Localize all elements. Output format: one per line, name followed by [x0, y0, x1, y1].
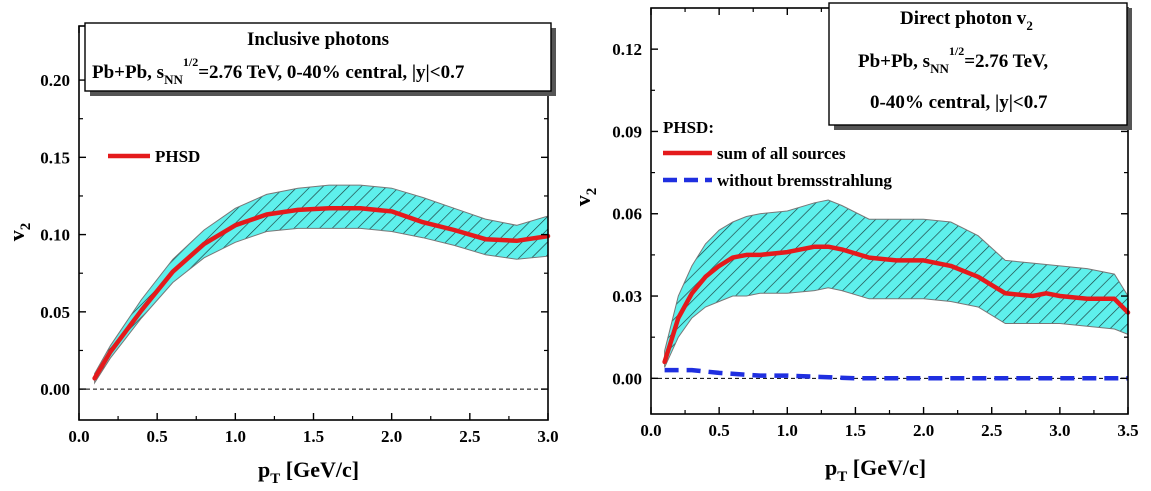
annotation-centrality: 0-40% central, |y|<0.7	[870, 92, 1048, 113]
x-tick-label: 1.0	[777, 421, 798, 440]
annotation-title: Direct photon v2	[900, 8, 1033, 33]
x-tick-label: 2.0	[913, 421, 934, 440]
x-tick-label: 0.5	[147, 427, 168, 446]
annotation-system: Pb+Pb, sNN1/2=2.76 TeV, 0-40% central, |…	[92, 55, 465, 87]
chart-panel-inclusive-photons: 0.0 0.5 1.0 1.5 2.0 2.5 3.0 0.00 0.05 0.10 0.15 0.2…	[4, 22, 559, 487]
x-tick-label: 2.5	[459, 427, 480, 446]
x-tick-label: 1.0	[225, 427, 246, 446]
y-tick-label: 0.12	[612, 40, 642, 59]
series-line-1	[664, 367, 1128, 381]
annotation-box-frame	[84, 22, 552, 92]
series-layer	[92, 206, 551, 381]
uncertainty-band	[664, 199, 1129, 368]
x-tick-label: 3.0	[537, 427, 558, 446]
x-tick-label: 0.0	[640, 421, 661, 440]
y-tick-label: 0.06	[612, 205, 642, 224]
x-tick-label: 2.0	[381, 427, 402, 446]
chart-panel-direct-photon-v2: 0.0 0.5 1.0 1.5 2.0 2.5 3.0 3.5 0.00 0.03 0.06 0.09…	[570, 2, 1139, 485]
y-tick-label: 0.20	[40, 71, 70, 90]
y-tick-label: 0.00	[612, 369, 642, 388]
y-tick-label: 0.05	[40, 303, 70, 322]
annotation-title: Inclusive photons	[247, 29, 389, 50]
x-tick-label: 0.0	[68, 427, 89, 446]
annotation-box-frame	[828, 2, 1128, 126]
y-axis-label: v2	[4, 223, 34, 242]
y-tick-label: 0.09	[612, 122, 642, 141]
y-tick-label: 0.15	[40, 148, 70, 167]
y-tick-label: 0.03	[612, 287, 642, 306]
x-axis-label: pT [GeV/c]	[258, 457, 359, 487]
x-tick-label: 0.5	[709, 421, 730, 440]
y-axis-label: v2	[570, 188, 600, 207]
uncertainty-band-layer	[664, 199, 1129, 368]
legend-title: PHSD:	[663, 118, 714, 137]
legend-label-phsd: PHSD	[155, 147, 200, 166]
x-tick-label: 2.5	[981, 421, 1002, 440]
legend-label-sum: sum of all sources	[717, 144, 846, 163]
y-tick-label: 0.10	[40, 226, 70, 245]
x-tick-label: 1.5	[845, 421, 866, 440]
legend: PHSD: sum of all sources without bremsst…	[663, 118, 892, 190]
legend: PHSD	[108, 147, 200, 166]
x-tick-label: 3.5	[1117, 421, 1138, 440]
legend-label-no-brems: without bremsstrahlung	[717, 171, 892, 190]
annotation-box: Direct photon v2 Pb+Pb, sNN1/2=2.76 TeV,…	[828, 2, 1132, 130]
annotation-box: Inclusive photons Pb+Pb, sNN1/2=2.76 TeV…	[84, 22, 556, 96]
series-layer	[662, 244, 1131, 381]
series-line-0	[662, 244, 1131, 365]
x-tick-label: 1.5	[303, 427, 324, 446]
x-axis-label: pT [GeV/c]	[825, 455, 926, 485]
y-tick-label: 0.00	[40, 380, 70, 399]
annotation-system: Pb+Pb, sNN1/2=2.76 TeV,	[858, 44, 1048, 76]
x-tick-label: 3.0	[1049, 421, 1070, 440]
series-line-0	[92, 206, 551, 381]
